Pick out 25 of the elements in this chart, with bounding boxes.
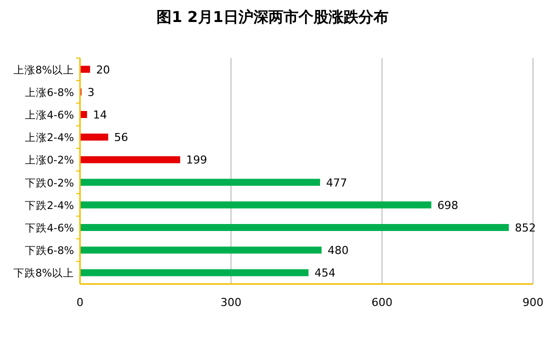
data-label: 477 <box>326 176 348 190</box>
x-tick-label: 300 <box>220 296 242 309</box>
y-tick-label: 上涨2-4% <box>24 131 74 144</box>
data-label: 3 <box>88 86 95 99</box>
x-tick-label: 0 <box>76 296 84 309</box>
y-tick-label: 下跌8%以上 <box>13 266 74 280</box>
data-label: 454 <box>314 266 336 280</box>
y-tick-label: 下跌2-4% <box>24 200 74 212</box>
y-tick-label: 上涨4-6% <box>24 108 74 122</box>
chart-title: 图1 2月1日沪深两市个股涨跌分布 <box>156 8 388 26</box>
data-label: 199 <box>186 154 208 167</box>
y-tick-label: 上涨0-2% <box>24 154 74 167</box>
data-label: 852 <box>514 222 536 234</box>
x-tick-label: 900 <box>522 296 544 309</box>
y-tick-label: 下跌4-6% <box>24 222 74 234</box>
data-label: 698 <box>437 198 458 212</box>
data-label: 14 <box>93 108 108 122</box>
data-label: 480 <box>328 244 349 258</box>
x-tick-label: 600 <box>372 296 392 309</box>
data-label: 56 <box>114 131 128 144</box>
y-tick-label: 上涨8%以上 <box>13 63 74 76</box>
data-label: 20 <box>96 63 110 76</box>
y-tick-label: 下跌6-8% <box>24 245 74 258</box>
y-tick-label: 下跌0-2% <box>24 177 74 190</box>
y-tick-label: 上涨6-8% <box>24 86 74 99</box>
